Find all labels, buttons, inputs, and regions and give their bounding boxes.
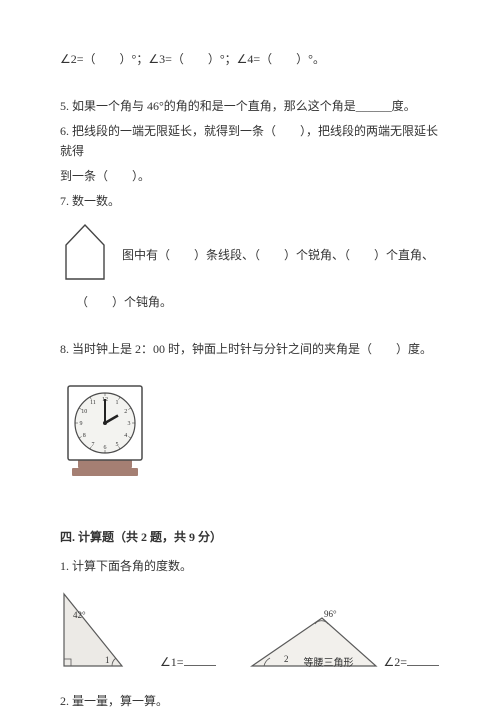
triangle2-caption: 等腰三角形 [304,656,354,672]
svg-text:3: 3 [128,421,131,427]
svg-text:8: 8 [83,433,86,439]
svg-text:5: 5 [116,441,119,447]
triangle2-answer: ∠2= [384,653,440,672]
blank-field[interactable] [184,653,216,666]
triangle2-answer-label: ∠2= [384,655,408,669]
q6-text-b: 到一条（ ）。 [60,167,440,186]
triangle2-block: 等腰三角形 [304,608,354,672]
angles-line: ∠2=（ ）°；∠3=（ ）°；∠4=（ ）°。 [60,50,440,69]
q7-label: 7. 数一数。 [60,192,440,211]
triangle1-answer: ∠1= [160,653,216,672]
q4-1-figures: 42° 1 ∠1= 96° 2 等腰三角形 ∠2= [60,588,440,672]
q5-text: 5. 如果一个角与 46°的角的和是一个直角，那么这个角是______度。 [60,97,440,116]
triangle2-angle-label: 2 [284,654,289,664]
svg-text:1: 1 [116,400,119,406]
triangle1-icon: 42° 1 [60,588,130,672]
triangle1-answer-label: ∠1= [160,655,184,669]
svg-text:4: 4 [124,433,127,439]
svg-text:9: 9 [80,421,83,427]
triangle1-label: 42° [73,610,86,620]
svg-text:10: 10 [81,409,87,415]
q6-text-a: 6. 把线段的一端无限延长，就得到一条（ ），把线段的两端无限延长就得 [60,122,440,160]
q4-1-text: 1. 计算下面各角的度数。 [60,557,440,576]
q7-text2: （ ）个钝角。 [76,293,440,312]
q4-2-text: 2. 量一量，算一算。 [60,692,440,711]
triangle1-angle-label: 1 [105,655,110,665]
svg-text:11: 11 [90,400,96,406]
q8-text: 8. 当时钟上是 2：00 时，钟面上时针与分针之间的夹角是（ ）度。 [60,340,440,359]
q7-text: 图中有（ ）条线段、（ ）个锐角、（ ）个直角、 [122,246,434,283]
clock-icon: 121234567891011 [60,380,150,480]
q7-row: 图中有（ ）条线段、（ ）个锐角、（ ）个直角、 [60,221,440,283]
pentagon-icon [60,221,112,283]
svg-text:7: 7 [92,441,95,447]
blank-field[interactable] [407,653,439,666]
svg-text:2: 2 [124,409,127,415]
section4-title: 四. 计算题（共 2 题，共 9 分） [60,528,440,547]
